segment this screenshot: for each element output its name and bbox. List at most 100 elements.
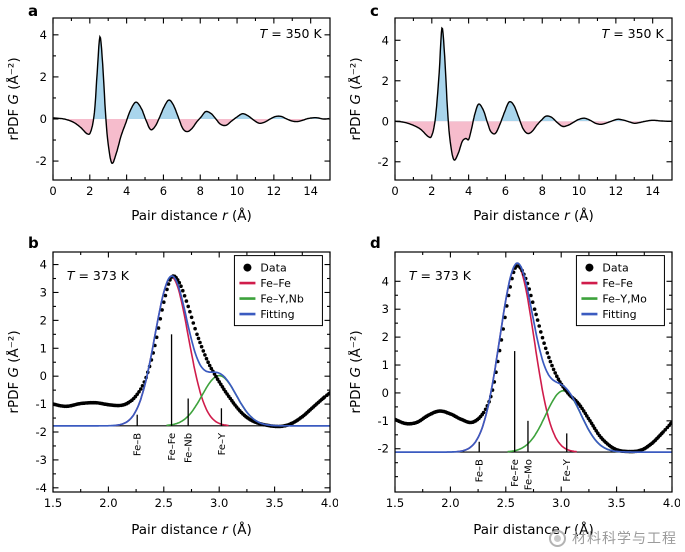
pdf-curve [395,26,672,161]
x-tick-label: 2.5 [497,496,515,510]
x-tick-label: 4.0 [663,496,680,510]
x-tick-label: 2 [428,184,435,198]
bond-label: Fe–B [133,433,144,456]
x-tick-label: 4.0 [321,496,338,510]
panel-b-chart: b Fe–B Fe–Fe Fe–Nb Fe–Y 1.5 2.0 2.5 3.0 3.5 4.0 -4 -… [5,234,340,538]
legend-label: Data [260,262,286,275]
axes [52,17,331,181]
component-curve [395,262,672,453]
legend-label: Fe–Fe [260,277,291,290]
panel-letter: d [370,234,381,252]
y-tick-label: 2 [382,330,389,344]
legend-label: Data [602,262,628,275]
x-tick-label: 8 [539,184,546,198]
tick-labels: 0 2 4 6 8 10 12 14 -2 0 2 4 [378,33,660,198]
y-tick-label: 1 [382,358,389,372]
panel-d: d Fe–B Fe–Fe Fe–Mo Fe–Y 1.5 2.0 2.5 3.0 3.5 4.0 -2-… [347,234,682,544]
y-tick-label: -2 [378,442,389,456]
pdf-curve [53,34,330,165]
x-tick-label: 1.5 [44,496,62,510]
x-tick-label: 3.0 [552,496,570,510]
series-group [53,34,330,165]
panel-b: b Fe–B Fe–Fe Fe–Nb Fe–Y 1.5 2.0 2.5 3.0 3.5 4.0 -4 -… [5,234,340,544]
panel-letter: b [28,234,39,252]
panel-letter: c [370,2,379,20]
watermark-logo-icon [549,529,566,547]
x-axis-title: Pair distance r (Å) [131,207,252,224]
bond-markers: Fe–B Fe–Fe Fe–Nb Fe–Y [133,334,228,463]
legend-label: Fe–Y,Nb [260,293,303,306]
x-tick-label: 10 [572,184,587,198]
legend: Data Fe–Fe Fe–Y,Nb Fitting [233,255,323,327]
x-axis-title: Pair distance r (Å) [473,207,594,224]
bond-label: Fe–Nb [184,433,195,463]
x-tick-label: 6 [160,184,167,198]
positive-area [53,36,330,119]
y-tick-label: 2 [40,313,47,327]
legend-marker-icon [243,263,252,272]
y-tick-label: -1 [378,414,389,428]
tick-labels: 1.5 2.0 2.5 3.0 3.5 4.0 -2 -1 0 1 2 3 4 [378,274,682,510]
watermark: 材料科学与工程 [549,528,677,548]
x-tick-label: 14 [303,184,318,198]
bond-label: Fe–Fe [510,459,521,487]
x-tick-label: 12 [609,184,624,198]
y-axis-title: rPDF G (Å⁻²) [348,57,364,140]
x-tick-label: 12 [267,184,282,198]
y-tick-label: 0 [382,386,389,400]
tick-labels: 1.5 2.0 2.5 3.0 3.5 4.0 -4 -3 -2 -1 0 1 2 3 4 [36,258,340,510]
legend-label: Fe–Y,Mo [602,293,647,306]
data-points [53,274,330,429]
legend-marker-icon [585,263,594,272]
bond-label: Fe–B [475,459,486,482]
y-tick-label: -1 [36,397,47,411]
x-tick-label: 4 [465,184,472,198]
y-tick-label: -2 [378,155,389,169]
y-tick-label: 0 [40,369,47,383]
y-axis-title: rPDF G (Å⁻²) [6,57,22,140]
x-tick-label: 10 [230,184,245,198]
y-tick-label: 1 [40,341,47,355]
y-tick-label: 0 [382,114,389,128]
y-tick-label: 4 [40,28,47,42]
x-tick-label: 2.5 [155,496,173,510]
y-tick-label: -4 [36,481,47,495]
negative-area [53,118,330,164]
component-curve [507,389,620,453]
bond-markers: Fe–B Fe–Fe Fe–Mo Fe–Y [475,351,573,490]
y-axis-title: rPDF G (Å⁻²) [6,330,22,413]
y-axis-title: rPDF G (Å⁻²) [348,330,364,413]
panel-a: a 0 2 4 6 8 10 12 14 -2 0 2 4 Pair distance r (Å) rPDF… [5,2,338,230]
bond-label: Fe–Mo [523,459,534,490]
y-tick-label: 3 [382,302,389,316]
axes [394,251,673,493]
tick-labels: 0 2 4 6 8 10 12 14 -2 0 2 4 [36,28,318,198]
x-tick-label: 2 [86,184,93,198]
x-tick-label: 6 [502,184,509,198]
x-tick-label: 0 [49,184,56,198]
bond-label: Fe–Fe [167,433,178,461]
series-group [395,26,672,161]
temperature-annotation: T = 373 K [409,268,472,283]
negative-area [395,121,672,161]
y-tick-label: 3 [40,285,47,299]
y-tick-label: 2 [40,70,47,84]
x-axis-title: Pair distance r (Å) [131,521,252,538]
legend-label: Fe–Fe [602,277,633,290]
y-tick-label: 0 [40,112,47,126]
axes [394,17,673,181]
bond-label: Fe–Y [217,432,228,455]
temperature-annotation: T = 350 K [260,26,323,41]
x-tick-label: 2.0 [99,496,117,510]
x-tick-label: 14 [645,184,660,198]
x-tick-label: 0 [391,184,398,198]
positive-area [435,28,667,122]
component-curve [53,275,330,427]
y-tick-label: 4 [382,33,389,47]
x-tick-label: 8 [197,184,204,198]
y-tick-label: 4 [40,258,47,272]
series-group [53,274,330,429]
temperature-annotation: T = 350 K [602,26,665,41]
x-tick-label: 3.0 [210,496,228,510]
